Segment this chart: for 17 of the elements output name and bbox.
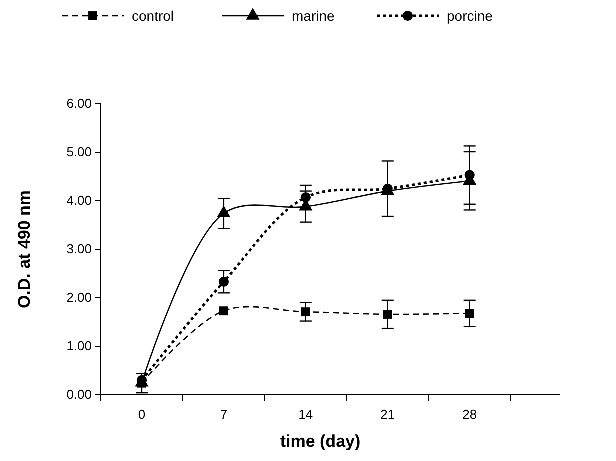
x-tick-label: 14 — [298, 407, 314, 422]
y-tick-label: 1.00 — [66, 338, 92, 354]
y-tick-label: 6.00 — [66, 96, 92, 112]
x-axis-title: time (day) — [280, 432, 361, 451]
y-tick-label: 4.00 — [66, 193, 92, 208]
legend-label: control — [132, 8, 174, 24]
y-axis-title: O.D. at 490 nm — [15, 190, 34, 309]
y-tick-label: 3.00 — [66, 242, 92, 257]
y-tick-label: 5.00 — [66, 144, 92, 160]
x-tick-label: 7 — [220, 407, 228, 422]
y-tick-label: 2.00 — [66, 290, 92, 306]
legend-label: porcine — [447, 8, 494, 24]
x-tick-label: 21 — [380, 407, 396, 422]
x-tick-label: 28 — [462, 407, 478, 422]
y-tick-label: 0.00 — [66, 387, 92, 402]
x-tick-label: 0 — [138, 407, 146, 422]
legend-label: marine — [292, 8, 336, 24]
